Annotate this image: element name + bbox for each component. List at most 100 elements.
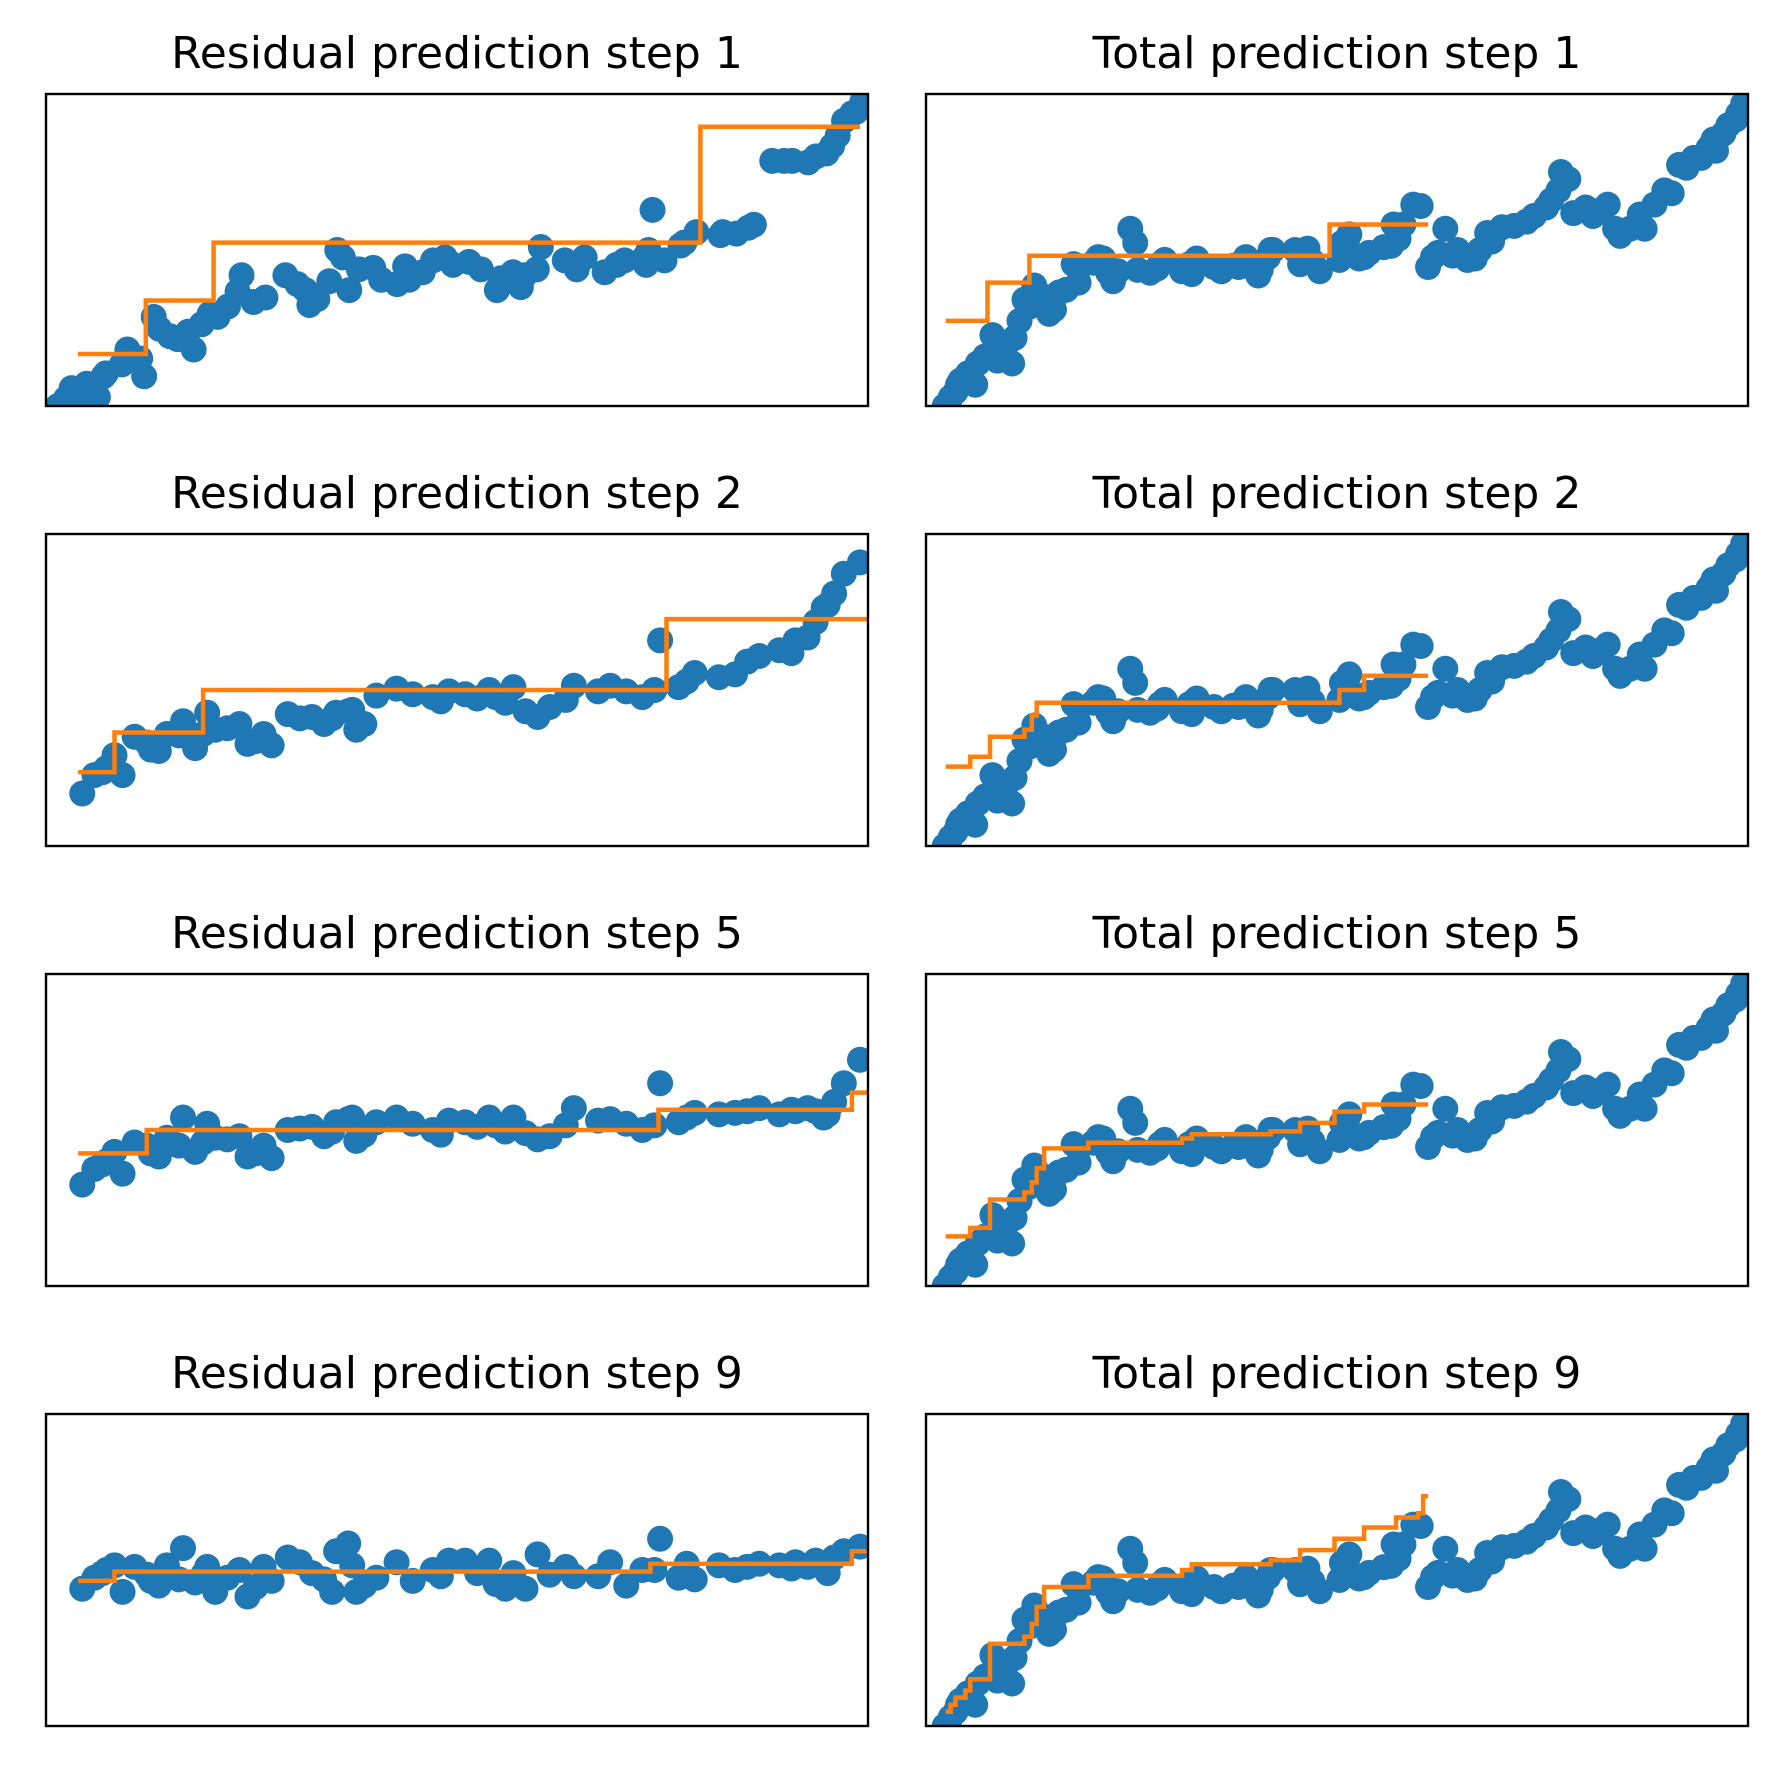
data-point [1432, 215, 1459, 242]
data-point [1065, 709, 1092, 736]
data-point [1122, 669, 1149, 696]
data-point [979, 1642, 1006, 1669]
subplot-3: Residual prediction step 2 [44, 468, 870, 848]
data-point [524, 1541, 551, 1568]
data-point [1260, 237, 1287, 263]
data-point [316, 268, 343, 295]
data-point [560, 1563, 587, 1590]
data-point [527, 234, 554, 261]
plot-area [69, 1046, 868, 1198]
data-point [647, 1525, 674, 1552]
data-point [846, 1046, 868, 1073]
data-point [1432, 1535, 1459, 1562]
data-point [979, 322, 1006, 349]
data-point [1594, 631, 1621, 658]
subplot-2: Total prediction step 1 [924, 28, 1750, 408]
data-point [647, 1070, 674, 1097]
axes-frame [44, 532, 870, 848]
subplot-title: Total prediction step 5 [1092, 908, 1582, 959]
plot-area [931, 1414, 1748, 1726]
data-point [1065, 269, 1092, 296]
data-point [1065, 1149, 1092, 1176]
data-point [1104, 258, 1131, 285]
plot-area [931, 94, 1748, 406]
prediction-step-line [78, 1090, 868, 1156]
data-point [979, 1202, 1006, 1229]
data-point [170, 1535, 196, 1562]
data-point [1122, 1109, 1149, 1136]
data-point [336, 277, 363, 304]
data-point [846, 549, 868, 576]
data-point [226, 711, 253, 738]
axes-frame [924, 92, 1750, 408]
data-point [647, 627, 674, 654]
axes-frame [924, 1412, 1750, 1728]
data-point [681, 1566, 708, 1593]
data-point [170, 708, 196, 735]
data-point [1735, 1414, 1748, 1427]
prediction-step-line [77, 124, 860, 357]
data-point [1594, 1511, 1621, 1538]
data-point [1555, 166, 1582, 193]
plot-area [69, 1525, 868, 1610]
data-point [500, 674, 527, 701]
data-point [319, 1578, 346, 1605]
data-point [1658, 1500, 1685, 1527]
subplot-title: Total prediction step 2 [1092, 468, 1582, 519]
data-point [131, 363, 158, 390]
subplot-6: Total prediction step 5 [924, 908, 1750, 1288]
data-point [512, 1575, 539, 1602]
prediction-step-line [945, 1102, 1429, 1239]
data-point [1631, 1095, 1658, 1122]
prediction-step-line [78, 616, 868, 775]
data-point [641, 1112, 668, 1139]
data-point [1631, 655, 1658, 682]
data-point [962, 1251, 989, 1278]
data-point [999, 1670, 1026, 1697]
data-point [1336, 1541, 1363, 1568]
data-point [962, 371, 989, 398]
data-point [1432, 1095, 1459, 1122]
data-point [681, 659, 708, 686]
data-point [109, 1160, 136, 1187]
data-point [1658, 180, 1685, 207]
data-point [228, 262, 255, 289]
data-point [979, 762, 1006, 789]
data-point [1555, 1486, 1582, 1513]
data-point [383, 1549, 410, 1576]
data-point [1594, 191, 1621, 218]
data-point [1658, 620, 1685, 647]
data-point [258, 1567, 285, 1594]
data-point [962, 1691, 989, 1718]
plot-area [46, 94, 868, 406]
subplot-title: Residual prediction step 9 [171, 1348, 743, 1399]
data-point [571, 244, 598, 271]
data-point [1065, 1589, 1092, 1616]
data-point [1407, 1073, 1434, 1100]
subplot-5: Residual prediction step 5 [44, 908, 870, 1288]
subplot-7: Residual prediction step 9 [44, 1348, 870, 1728]
data-point [1555, 606, 1582, 633]
data-point [335, 1530, 362, 1557]
data-point [683, 219, 710, 246]
prediction-step-line [78, 1549, 868, 1584]
subplot-8: Total prediction step 9 [924, 1348, 1750, 1728]
data-point [560, 1095, 587, 1122]
data-point [681, 1099, 708, 1126]
data-point [962, 811, 989, 838]
data-point [999, 790, 1026, 817]
data-point [1432, 655, 1459, 682]
data-point [1306, 1578, 1333, 1605]
data-point [855, 94, 868, 107]
data-point [1407, 193, 1434, 220]
data-point [1735, 974, 1748, 987]
data-point [1631, 1535, 1658, 1562]
data-point [399, 1567, 426, 1594]
data-point [258, 1145, 285, 1172]
axes-frame [924, 972, 1750, 1288]
axes-frame [44, 972, 870, 1288]
axes-frame [44, 92, 870, 408]
data-point [830, 1070, 857, 1097]
data-point [1658, 1060, 1685, 1087]
